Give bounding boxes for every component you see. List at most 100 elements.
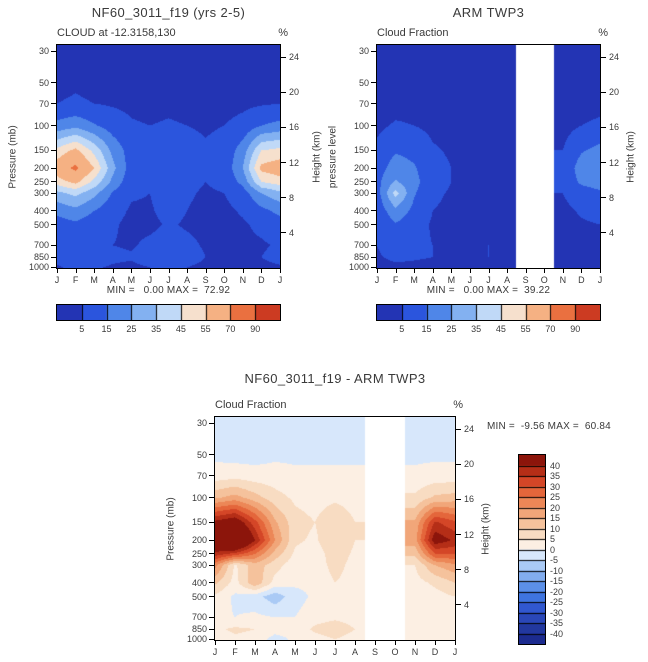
pressure-tick-label: 50: [196, 449, 207, 460]
colorbar: [56, 304, 281, 321]
month-tick-label: J: [166, 275, 171, 285]
pressure-tick: [209, 539, 214, 541]
month-tick-label: M: [127, 275, 136, 285]
height-tick-label: 12: [289, 157, 300, 168]
contour-plot-canvas: [214, 416, 456, 641]
height-tick-label: 24: [609, 52, 620, 63]
colorbar-tick-label: 55: [520, 324, 531, 334]
colorbar-tick-label: 5: [399, 324, 405, 334]
month-tick-label: D: [258, 275, 265, 285]
month-tick-label: O: [540, 275, 548, 285]
pressure-tick-label: 70: [358, 98, 369, 109]
month-tick: [112, 269, 114, 273]
colorbar-tick-label: 35: [550, 471, 561, 481]
height-tick-label: 16: [464, 494, 475, 505]
month-tick: [57, 269, 58, 273]
pressure-tick-label: 30: [38, 46, 49, 57]
height-tick: [601, 56, 606, 58]
pressure-tick: [371, 167, 376, 169]
pressure-tick-label: 700: [33, 240, 49, 251]
month-tick: [75, 269, 77, 273]
month-tick-label: S: [522, 275, 529, 285]
month-tick: [205, 269, 207, 273]
height-tick-label: 8: [609, 192, 615, 203]
month-tick-label: J: [374, 275, 380, 285]
pressure-tick: [371, 50, 376, 52]
month-tick-label: M: [251, 647, 259, 657]
month-tick: [315, 641, 316, 645]
pressure-tick-label: 100: [33, 120, 49, 131]
pressure-tick: [51, 181, 56, 183]
month-tick: [451, 269, 453, 273]
month-tick: [375, 641, 376, 645]
colorbar: [518, 454, 546, 645]
colorbar-tick-label: -20: [550, 586, 564, 597]
pressure-tick: [51, 256, 56, 258]
colorbar-tick-label: -15: [550, 576, 564, 586]
month-tick: [149, 269, 151, 273]
month-tick: [215, 641, 216, 645]
height-tick: [456, 534, 461, 536]
pressure-tick-label: 850: [33, 252, 49, 263]
pressure-tick: [51, 149, 56, 151]
pressure-tick-label: 300: [191, 560, 207, 571]
pressure-tick-label: 700: [191, 612, 207, 623]
height-tick-label: 4: [289, 227, 295, 238]
pressure-tick: [51, 82, 56, 84]
pressure-tick: [209, 638, 214, 640]
height-tick: [281, 91, 286, 93]
height-tick: [456, 569, 461, 571]
colorbar-tick-label: 20: [550, 502, 561, 513]
month-tick: [168, 269, 170, 273]
colorbar-tick-label: 10: [550, 523, 561, 534]
height-tick-label: 24: [289, 52, 300, 63]
height-tick: [601, 162, 606, 164]
month-tick: [275, 641, 276, 645]
pressure-tick: [371, 256, 376, 258]
pressure-tick-label: 400: [353, 205, 369, 216]
month-tick: [395, 641, 396, 645]
colorbar-tick-label: 25: [550, 492, 561, 502]
colorbar-tick-label: -10: [550, 565, 564, 576]
percent-unit-label: %: [453, 399, 463, 411]
height-tick-label: 20: [289, 87, 300, 98]
height-tick-label: 16: [609, 122, 620, 133]
month-tick-label: N: [559, 275, 567, 285]
month-tick: [600, 269, 601, 273]
colorbar-tick-label: 15: [550, 513, 561, 523]
pressure-tick: [51, 103, 56, 105]
month-tick-label: A: [429, 275, 436, 285]
pressure-tick-label: 50: [358, 77, 369, 88]
minmax-label: MIN = -9.56 MAX = 60.84: [487, 421, 611, 432]
contour-plot-canvas: [56, 44, 281, 269]
pressure-tick: [51, 244, 56, 246]
month-tick-label: J: [467, 275, 473, 285]
month-tick: [581, 269, 583, 273]
colorbar-tick-label: 30: [550, 481, 561, 492]
colorbar-tick-label: 15: [421, 324, 432, 334]
month-tick: [507, 269, 509, 273]
month-tick-label: A: [109, 275, 116, 285]
pressure-tick-label: 1000: [186, 634, 207, 645]
pressure-tick-label: 500: [191, 591, 207, 602]
month-tick-label: A: [504, 275, 511, 285]
month-tick: [469, 269, 471, 273]
month-tick: [377, 269, 378, 273]
month-tick: [131, 269, 133, 273]
pressure-tick-label: 70: [38, 98, 49, 109]
pressure-tick-label: 850: [191, 624, 207, 635]
month-tick-label: J: [452, 647, 458, 657]
pressure-tick: [51, 224, 56, 226]
month-tick: [562, 269, 564, 273]
pressure-tick-label: 250: [353, 176, 369, 187]
colorbar-tick-label: 45: [495, 324, 506, 334]
height-tick-label: 20: [464, 459, 475, 470]
month-tick: [488, 269, 490, 273]
colorbar-tick-label: 55: [200, 324, 211, 334]
month-tick: [395, 269, 397, 273]
pressure-tick: [371, 181, 376, 183]
height-tick: [281, 162, 286, 164]
month-tick-label: A: [271, 647, 278, 657]
month-tick: [224, 269, 226, 273]
colorbar-tick-label: -25: [550, 597, 564, 607]
